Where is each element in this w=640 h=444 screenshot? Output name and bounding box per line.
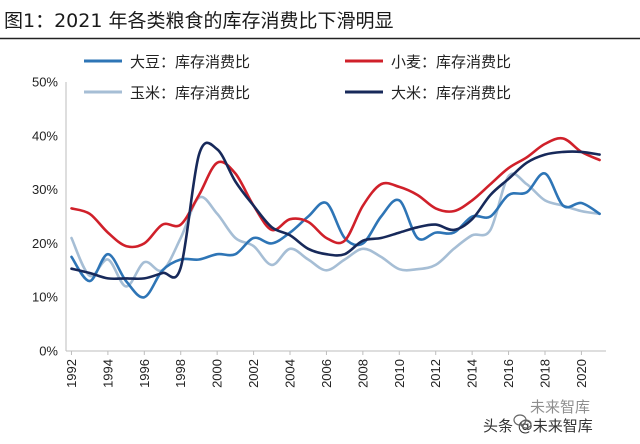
x-tick-label: 2008 xyxy=(355,359,370,388)
legend-label-rice: 大米：库存消费比 xyxy=(391,84,511,102)
legend: 大豆：库存消费比 小麦：库存消费比 玉米：库存消费比 大米：库存消费比 xyxy=(84,53,511,102)
x-tick-label: 2014 xyxy=(465,359,480,388)
y-tick-label: 0% xyxy=(39,344,58,359)
y-axis-ticks: 0% 10% 20% 30% 40% 50% xyxy=(32,75,58,359)
legend-label-corn: 玉米：库存消费比 xyxy=(130,84,250,102)
x-tick-label: 2002 xyxy=(246,359,261,388)
y-tick-label: 40% xyxy=(32,128,58,143)
x-tick-label: 2012 xyxy=(428,359,443,388)
chart-title: 图1：2021 年各类粮食的库存消费比下滑明显 xyxy=(4,10,393,32)
legend-label-wheat: 小麦：库存消费比 xyxy=(391,53,511,71)
y-tick-label: 30% xyxy=(32,182,58,197)
watermark-top-text: 未来智库 xyxy=(530,398,590,416)
legend-label-soybean: 大豆：库存消费比 xyxy=(130,53,250,71)
y-tick-label: 50% xyxy=(32,75,58,90)
y-tick-label: 20% xyxy=(32,236,58,251)
watermark-bottom: 头条 @未来智库 xyxy=(483,414,593,435)
wechat-icon xyxy=(513,414,532,429)
x-tick-label: 2006 xyxy=(319,359,334,388)
x-tick-label: 1994 xyxy=(100,359,115,388)
x-axis-ticks: 1992 1994 1996 1998 2000 2002 2004 2006 2008 2010… xyxy=(64,351,589,388)
series-line-wheat xyxy=(70,136,601,249)
watermark: 未来智库 xyxy=(530,398,590,416)
x-tick-label: 1992 xyxy=(64,359,79,388)
x-tick-label: 2016 xyxy=(501,359,516,388)
x-tick-label: 2000 xyxy=(210,359,225,388)
series-line-rice xyxy=(70,141,601,281)
series-lines xyxy=(70,136,601,299)
x-tick-label: 1998 xyxy=(173,359,188,388)
x-tick-label: 2004 xyxy=(283,359,298,388)
series-line-corn xyxy=(70,172,601,288)
x-tick-label: 1996 xyxy=(137,359,152,388)
x-tick-label: 2018 xyxy=(537,359,552,388)
y-tick-label: 10% xyxy=(32,290,58,305)
watermark-bottom-text: 头条 @未来智库 xyxy=(483,417,593,435)
x-tick-label: 2010 xyxy=(392,359,407,388)
x-tick-label: 2020 xyxy=(574,359,589,388)
